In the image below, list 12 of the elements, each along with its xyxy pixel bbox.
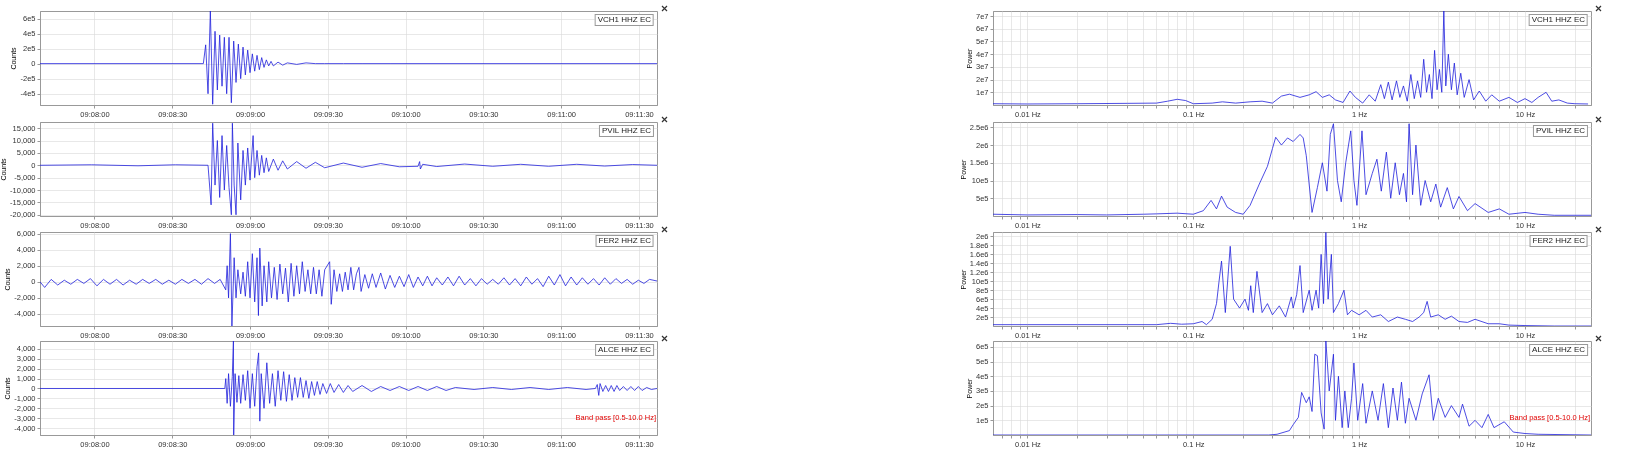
line-series <box>40 233 657 326</box>
annotation: FER2 HHZ EC <box>1529 235 1588 247</box>
annotation: FER2 HHZ EC <box>595 235 654 247</box>
line-series <box>40 122 657 216</box>
line-series <box>40 341 657 435</box>
annotation: VCH1 HHZ EC <box>1528 14 1588 26</box>
annotation: VCH1 HHZ EC <box>594 14 654 26</box>
annotation: PVIL HHZ EC <box>598 125 654 137</box>
annotation: PVIL HHZ EC <box>1532 125 1588 137</box>
annotation: ALCE HHZ EC <box>595 344 654 356</box>
line-series <box>40 11 657 105</box>
annotation: ALCE HHZ EC <box>1529 344 1588 356</box>
